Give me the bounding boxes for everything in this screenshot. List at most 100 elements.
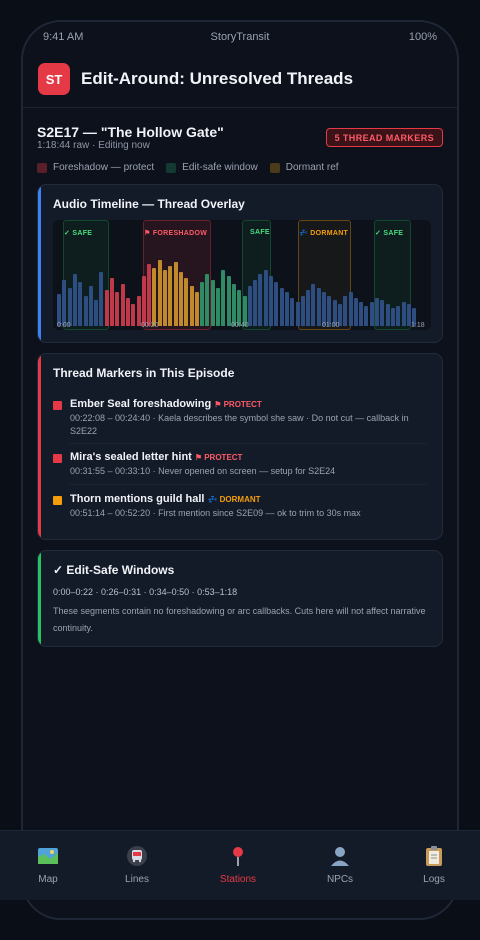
episode-title: S2E17 — "The Hollow Gate" <box>37 124 224 140</box>
safe-description: These segments contain no foreshadowing … <box>53 606 426 633</box>
waveform-bar <box>284 292 289 326</box>
tick-label: 00:40 <box>231 322 249 329</box>
phone-frame: 9:41 AM StoryTransit 100% ST Edit-Around… <box>21 20 459 920</box>
waveform-bar <box>406 304 411 326</box>
tab-npcs[interactable]: NPCs <box>292 831 388 901</box>
waveform-bar <box>184 278 189 326</box>
markers-title: Thread Markers in This Episode <box>53 366 235 380</box>
waveform-bar <box>348 292 353 326</box>
waveform-bar <box>221 270 226 326</box>
legend-swatch <box>269 162 280 173</box>
waveform-bar <box>300 296 305 326</box>
audio-timeline[interactable]: ✓ SAFE ⚑ FORESHADOW SAFE 💤 DORMANT ✓ SAF… <box>53 220 431 330</box>
waveform-bar <box>131 304 136 326</box>
waveform-bar <box>401 302 406 326</box>
waveform-bar <box>269 276 273 326</box>
waveform-bar <box>189 286 194 326</box>
marker-tag: 💤 DORMANT <box>207 495 261 504</box>
waveform-bar <box>88 286 93 326</box>
tab-stations[interactable]: Stations <box>190 831 286 901</box>
waveform-bar <box>311 284 316 326</box>
waveform-bar <box>200 282 205 326</box>
thread-markers-badge[interactable]: 5 THREAD MARKERS <box>325 128 443 147</box>
marker-tag: ⚑ PROTECT <box>214 400 262 409</box>
waveform-bar <box>279 288 284 326</box>
waveform-bar <box>78 282 83 326</box>
waveform-bar <box>141 276 146 326</box>
waveform-bar <box>332 300 337 326</box>
waveform-bar <box>125 298 130 326</box>
marker-name: Mira's sealed letter hint ⚑ PROTECT <box>70 451 242 463</box>
waveform-bar <box>136 296 141 326</box>
waveform-bar <box>253 280 258 326</box>
tick-label: 00:20 <box>141 322 159 329</box>
tab-label: Lines <box>125 874 149 885</box>
legend-swatch <box>166 162 177 173</box>
clipboard-icon <box>426 846 442 866</box>
waveform-bar <box>62 280 67 326</box>
waveform-bar <box>322 292 326 326</box>
legend-item-foreshadow: Foreshadow — protect <box>37 162 154 173</box>
waveform-bar <box>157 260 162 326</box>
waveform-bar <box>390 308 395 326</box>
tab-label: Logs <box>423 874 445 885</box>
waveform-bar <box>147 264 152 326</box>
marker-color-square <box>53 496 62 505</box>
marker-desc: 00:31:55 – 00:33:10 · Never opened on sc… <box>70 466 336 476</box>
tab-lines[interactable]: Lines <box>89 831 185 901</box>
tick-label: 1:18 <box>411 322 425 329</box>
legend-label: Foreshadow — protect <box>53 162 155 173</box>
tab-bar: Map Lines Stations NPCs <box>0 830 480 900</box>
waveform-bar <box>226 276 231 326</box>
person-icon <box>331 847 349 866</box>
zone-label: ✓ SAFE <box>375 230 404 237</box>
card-accent <box>38 354 41 539</box>
waveform-bar <box>152 268 157 326</box>
waveform-bar <box>194 292 199 326</box>
waveform-bar <box>168 266 173 326</box>
marker-name: Ember Seal foreshadowing ⚑ PROTECT <box>70 398 262 410</box>
waveform-bar <box>375 298 379 326</box>
marker-name-text: Ember Seal foreshadowing <box>70 398 212 410</box>
waveform-bar <box>337 304 342 326</box>
waveform-bar <box>290 298 295 326</box>
status-carrier: StoryTransit <box>210 31 270 43</box>
pin-icon <box>233 847 243 866</box>
waveform-bar <box>316 288 321 326</box>
waveform-bar <box>263 270 268 326</box>
marker-tag: ⚑ PROTECT <box>194 453 243 462</box>
waveform-bar <box>104 290 109 326</box>
timeline-title: Audio Timeline — Thread Overlay <box>53 197 245 211</box>
waveform-bar <box>163 270 167 326</box>
waveform-bar <box>274 282 279 326</box>
waveform-bar <box>115 292 120 326</box>
waveform-bar <box>396 306 401 326</box>
timeline-card: Audio Timeline — Thread Overlay ✓ SAFE ⚑… <box>37 184 443 343</box>
marker-desc: 00:22:08 – 00:24:40 · Kaela describes th… <box>70 413 409 436</box>
tab-label: Stations <box>219 874 257 885</box>
train-icon <box>127 846 147 866</box>
waveform-bar <box>343 296 348 326</box>
waveform-bar <box>83 296 88 326</box>
tab-label: NPCs <box>326 874 354 885</box>
divider <box>70 443 427 444</box>
tick-label: 01:00 <box>322 322 340 329</box>
waveform-bar <box>306 290 311 326</box>
legend-item-dormant: Dormant ref <box>269 162 339 173</box>
tab-logs[interactable]: Logs <box>386 831 480 901</box>
app-logo: ST <box>38 63 70 95</box>
waveform-bar <box>231 284 236 326</box>
tick-label: 0:00 <box>57 322 71 329</box>
tab-map[interactable]: Map <box>0 831 96 901</box>
waveform-bar <box>210 280 215 326</box>
marker-name-text: Thorn mentions guild hall <box>70 493 205 505</box>
waveform-bar <box>57 294 61 326</box>
status-bar: 9:41 AM StoryTransit 100% <box>23 31 457 51</box>
card-accent <box>38 185 41 342</box>
waveform-bar <box>72 274 77 326</box>
waveform-bar <box>110 278 114 326</box>
waveform-bar <box>120 284 125 326</box>
card-accent <box>38 551 41 646</box>
map-icon <box>38 848 58 864</box>
waveform-bar <box>94 300 99 326</box>
